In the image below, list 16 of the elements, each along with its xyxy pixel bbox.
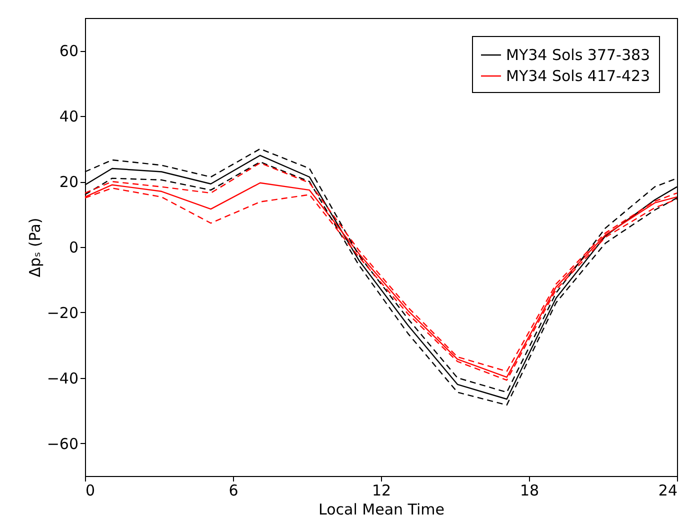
x-tick-label: 0 (86, 482, 96, 500)
y-tick-label: −40 (46, 369, 78, 388)
x-tick-label: 6 (228, 482, 238, 500)
y-tick-label: 40 (59, 108, 78, 126)
x-tick-label: 12 (372, 482, 392, 500)
x-tick-label: 18 (520, 482, 540, 500)
y-tick-label: −20 (46, 304, 78, 322)
y-tick-label: 20 (59, 173, 78, 192)
y-tick-label: 0 (68, 238, 78, 256)
legend-label: MY34 Sols 377-383 (506, 46, 650, 64)
x-tick-label: 24 (658, 482, 678, 500)
x-axis-title: Local Mean Time (318, 500, 444, 518)
y-tick-label: −60 (46, 434, 78, 453)
legend-label: MY34 Sols 417-423 (506, 67, 650, 85)
y-axis-title: Δpₛ (Pa) (26, 218, 44, 278)
y-tick-label: 60 (59, 42, 78, 60)
